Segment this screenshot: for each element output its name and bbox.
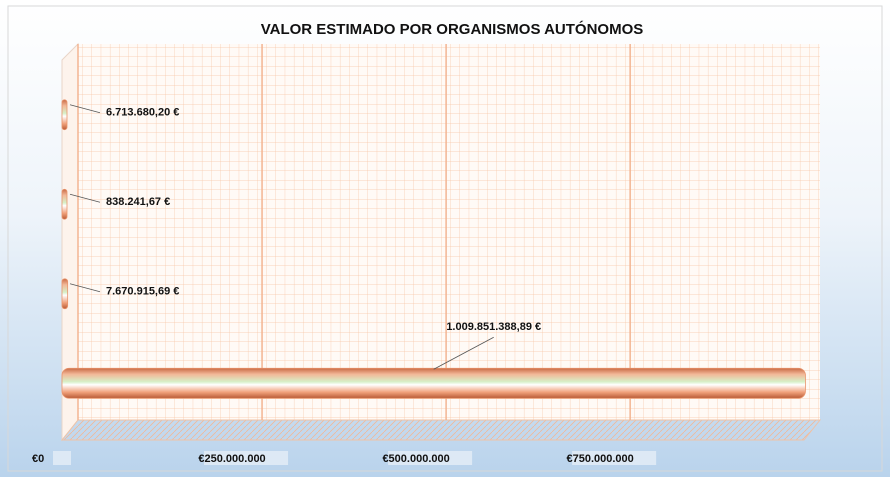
x-tick-label: €0 <box>32 453 44 465</box>
floor <box>60 419 822 441</box>
bar <box>61 278 69 310</box>
tick-label-bg <box>204 451 289 465</box>
bar <box>61 367 806 399</box>
x-tick-label: €500.000.000 <box>382 453 449 465</box>
tick-label-bg <box>572 451 657 465</box>
bar <box>61 99 68 131</box>
tick-label-bg <box>388 451 473 465</box>
chart-border <box>7 5 883 472</box>
data-label: 838.241,67 € <box>106 196 170 208</box>
leader-line <box>433 336 494 370</box>
bar <box>61 188 68 220</box>
chart-title: VALOR ESTIMADO POR ORGANISMOS AUTÓNOMOS <box>261 20 644 38</box>
leader-line <box>69 193 101 203</box>
data-label: 7.670.915,69 € <box>106 286 179 298</box>
minor-grid <box>78 44 820 420</box>
leader-line <box>69 104 101 114</box>
x-tick-label: €750.000.000 <box>566 453 633 465</box>
data-label: 6.713.680,20 € <box>106 107 179 119</box>
tick-label-bg <box>53 451 71 465</box>
plot-area: €0 €250.000.000 €500.000.000 €750.000.000 6.… <box>32 44 806 465</box>
leader-line <box>69 283 101 293</box>
x-tick-label: €250.000.000 <box>198 453 265 465</box>
data-label: 1.009.851.388,89 € <box>446 321 541 333</box>
